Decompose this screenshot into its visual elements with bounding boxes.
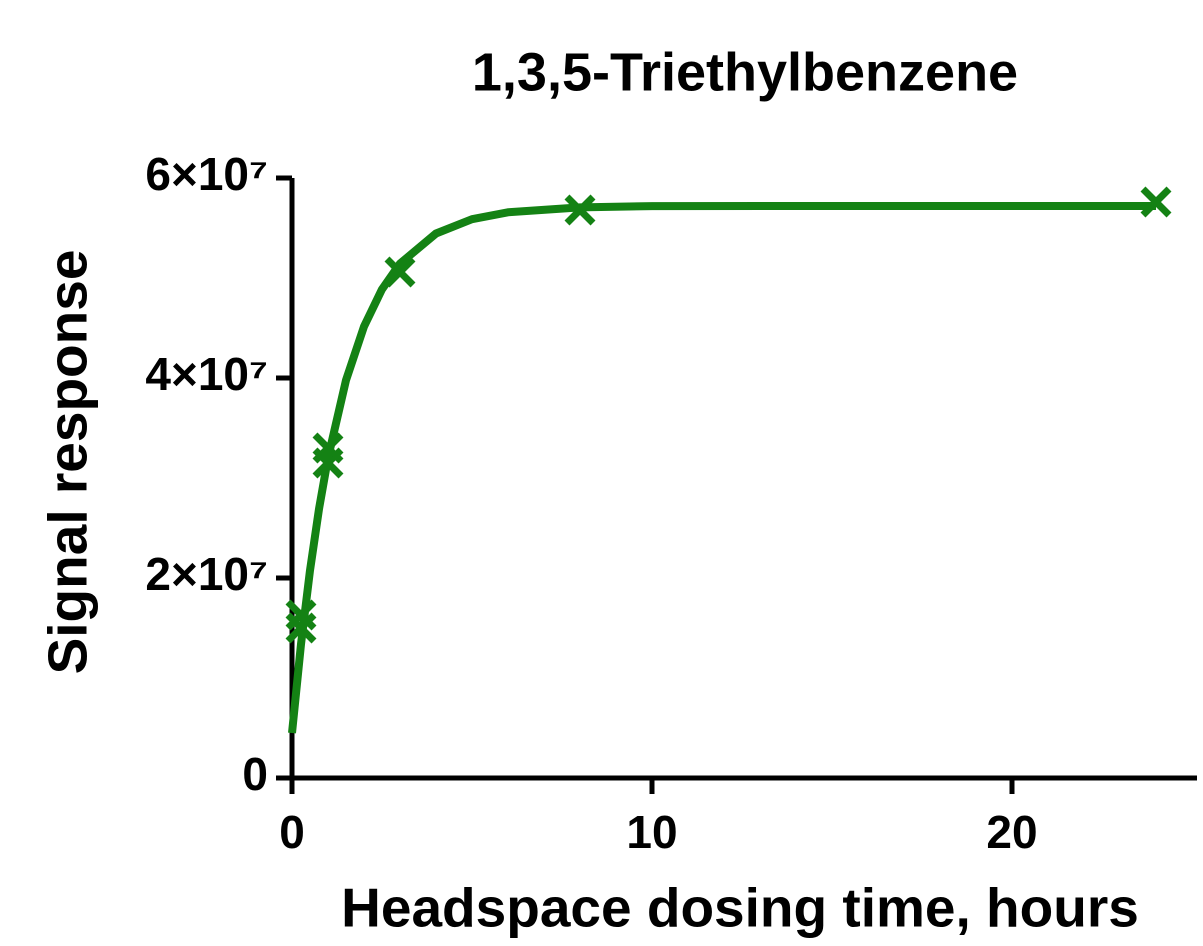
x-axis-label: Headspace dosing time, hours xyxy=(341,877,1139,939)
x-tick-label: 10 xyxy=(626,806,677,858)
y-tick-label: 0 xyxy=(242,748,268,800)
x-tick-label: 20 xyxy=(986,806,1037,858)
fit-curve xyxy=(288,202,1156,734)
chart-title: 1,3,5-Triethylbenzene xyxy=(472,42,1018,102)
x-tick-label: 0 xyxy=(279,806,305,858)
y-tick-label: 4×10⁷ xyxy=(145,348,268,400)
y-tick-label: 2×10⁷ xyxy=(145,548,268,600)
y-tick-label: 6×10⁷ xyxy=(145,148,268,200)
y-axis-label: Signal response xyxy=(37,250,99,675)
